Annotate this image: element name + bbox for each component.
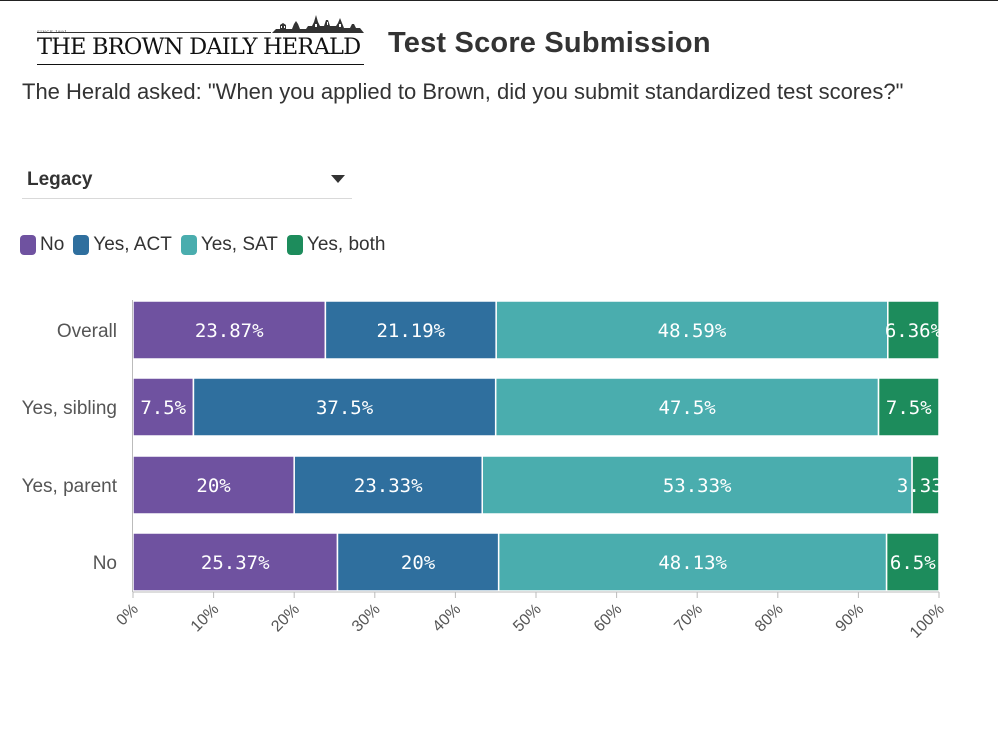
logo-text: THE BROWN DAILY HERALD [37,34,361,60]
legend-label-yes-act: Yes, ACT [93,234,172,255]
chevron-down-icon[interactable] [331,175,345,183]
x-tick-label: 50% [510,601,545,636]
category-label: Yes, parent [22,476,118,497]
group-select-dropdown[interactable]: Legacy [22,160,352,199]
data-label: 21.19% [376,320,445,342]
legend-swatch-yes-act [73,235,90,255]
logo-rule [37,32,271,33]
category-label: Overall [57,321,117,342]
x-tick-label: 30% [349,601,384,636]
data-label: 6.5% [890,552,936,574]
logo-since-text: SINCE 1891 [37,29,67,34]
x-tick-label: 10% [188,601,223,636]
bar-segment[interactable] [481,455,913,515]
logo: SINCE 1891 THE BROWN DAILY HERALD [34,12,364,70]
bar-segment[interactable] [132,532,339,592]
x-tick-label: 90% [833,601,868,636]
data-label: 25.37% [201,552,270,574]
bar-segment[interactable] [192,377,497,437]
legend-swatch-yes-both [286,235,303,255]
page-title: Test Score Submission [388,27,711,59]
x-tick-label: 20% [268,601,303,636]
chart-legend: No Yes, ACT Yes, SAT Yes, both [20,233,394,257]
x-tick-label: 60% [591,601,626,636]
x-tick-label: 70% [671,601,706,636]
stacked-bar-chart: Overall 23.87% 21.19% 48.59% 6.36% Yes, sibli… [22,300,955,642]
legend-label-yes-sat: Yes, SAT [200,234,278,255]
top-border [0,0,998,1]
x-tick-label: 40% [430,601,465,636]
data-label: 48.59% [658,320,727,342]
data-label: 3.33% [897,475,955,497]
page-subtitle: The Herald asked: "When you applied to B… [22,79,904,104]
data-label: 20% [401,552,436,574]
data-label: 47.5% [659,397,717,419]
category-label: No [93,553,117,574]
bar-segment[interactable] [132,377,195,437]
x-tick-label: 0% [113,601,141,629]
bar-segment[interactable] [132,300,327,360]
legend-item-no[interactable]: No [20,234,64,256]
data-label: 7.5% [140,397,186,419]
campus-skyline-icon [272,15,364,33]
group-select-value: Legacy [27,169,93,190]
bar-segment[interactable] [497,532,888,592]
x-tick-label: 100% [907,601,948,642]
logo-underline [37,64,364,65]
bar-segment[interactable] [877,377,940,437]
data-label: 6.36% [885,320,943,342]
data-label: 53.33% [663,475,732,497]
legend-item-yes-sat[interactable]: Yes, SAT [180,234,278,256]
legend-item-yes-act[interactable]: Yes, ACT [73,234,172,256]
x-tick-label: 80% [752,601,787,636]
legend-label-yes-both: Yes, both [306,234,386,255]
legend-item-yes-both[interactable]: Yes, both [286,234,386,256]
data-label: 7.5% [886,397,932,419]
legend-swatch-yes-sat [180,235,197,255]
bar-segment[interactable] [911,455,940,515]
bar-segment[interactable] [885,532,940,592]
data-label: 37.5% [316,397,374,419]
legend-swatch-no [20,235,36,255]
bar-segment[interactable] [324,300,497,360]
data-label: 23.87% [195,320,264,342]
category-label: Yes, sibling [22,398,117,419]
bar-segment[interactable] [887,300,940,360]
data-label: 48.13% [658,552,727,574]
bar-segment[interactable] [494,377,880,437]
legend-label-no: No [40,234,65,255]
data-label: 20% [196,475,231,497]
data-label: 23.33% [354,475,423,497]
bar-segment[interactable] [132,455,295,515]
bar-segment[interactable] [293,455,483,515]
